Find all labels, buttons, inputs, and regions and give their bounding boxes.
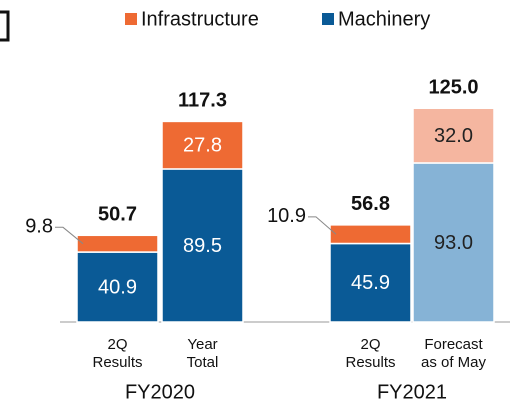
legend-swatch <box>322 13 334 25</box>
bar-segment <box>412 162 495 323</box>
x-tick-label: Total <box>187 354 219 371</box>
x-tick-label: 2Q <box>107 336 127 353</box>
bar-segment <box>412 107 495 164</box>
total-label: 56.8 <box>351 193 390 215</box>
bar-segment <box>329 224 412 245</box>
value-label: 45.9 <box>351 272 390 294</box>
total-label: 125.0 <box>428 77 478 99</box>
frame-edge <box>0 10 10 42</box>
value-label: 32.0 <box>434 125 473 147</box>
x-tick-label: 2Q <box>360 336 380 353</box>
leader-line <box>55 226 84 245</box>
bar-segment <box>329 242 412 323</box>
x-tick-label: Forecast <box>424 336 483 353</box>
legend-swatch <box>125 13 137 25</box>
x-tick-label: as of May <box>421 354 487 371</box>
value-label: 40.9 <box>98 276 137 298</box>
x-tick-label: Year <box>187 336 217 353</box>
value-label: 10.9 <box>267 205 306 227</box>
total-label: 117.3 <box>178 90 227 112</box>
bar-segment <box>76 234 159 253</box>
total-label: 50.7 <box>98 204 137 226</box>
value-label: 89.5 <box>183 235 222 257</box>
bar-segment <box>161 120 244 170</box>
value-label: 93.0 <box>434 232 473 254</box>
leader-line <box>308 216 337 235</box>
legend-label: Machinery <box>338 8 430 30</box>
group-label: FY2020 <box>125 381 195 403</box>
bar-segment <box>76 251 159 323</box>
group-label: FY2021 <box>377 381 447 403</box>
x-tick-label: Results <box>92 354 142 371</box>
legend-label: Infrastructure <box>141 8 259 30</box>
value-label: 27.8 <box>183 134 222 156</box>
value-label: 9.8 <box>25 216 53 238</box>
x-tick-label: Results <box>345 354 395 371</box>
